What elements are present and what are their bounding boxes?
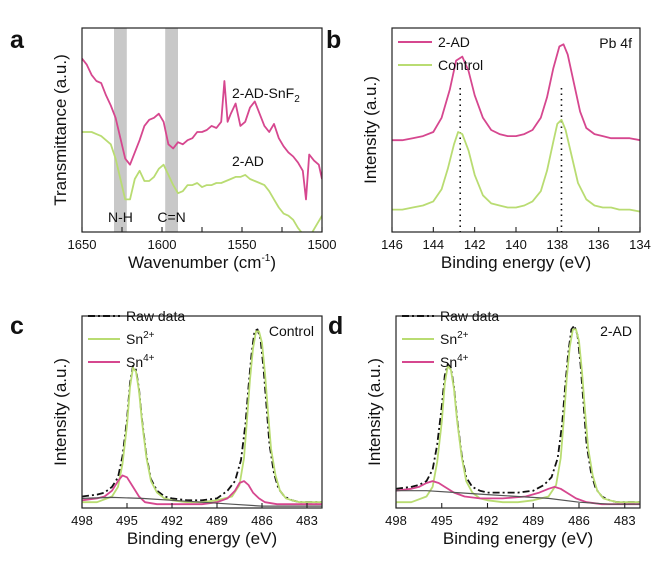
series-line-sn (396, 480, 640, 506)
x-tick-label: 483 (296, 513, 318, 528)
panel-letter: d (328, 312, 343, 340)
legend-entry-text: Sn (126, 354, 143, 370)
panel-letter: a (10, 26, 25, 54)
panel-c: c 498 495 492 489 486 483 Binding energy (eV) In… (10, 308, 323, 548)
panel-annotation: 2-AD (600, 323, 632, 339)
x-tick-label: 492 (161, 513, 183, 528)
x-tick-label: 134 (629, 237, 651, 252)
x-axis-label-text: Binding energy (eV) (127, 529, 277, 548)
x-tick-label: 138 (546, 237, 568, 252)
panel-a: a N-H C=N 1650 1600 1550 1500 Wavenumber (cm-1)… (10, 26, 336, 272)
x-axis-label-text: Binding energy (eV) (441, 253, 591, 272)
x-tick-label: 489 (522, 513, 544, 528)
x-tick-label: 140 (505, 237, 527, 252)
panel-letter: c (10, 312, 24, 340)
x-tick-label: 495 (431, 513, 453, 528)
series-line-sn (396, 328, 640, 504)
x-tick-label: 1500 (308, 237, 337, 252)
series-line-sn (82, 474, 322, 506)
x-tick-label: 486 (251, 513, 273, 528)
series-line-2-ad-snf (82, 58, 322, 201)
y-axis-label: Intensity (a.u.) (361, 76, 380, 184)
x-axis-label-sup: -1 (261, 253, 270, 264)
x-tick-label: 142 (464, 237, 486, 252)
legend-entry-sup: 4+ (143, 353, 155, 364)
series-line-control (392, 118, 640, 213)
y-axis-label: Transmittance (a.u.) (51, 54, 70, 205)
background-line (82, 496, 322, 507)
legend-entry: Control (438, 57, 483, 73)
series-group (82, 58, 322, 232)
legend-entry: Raw data (440, 308, 499, 324)
y-axis-label: Intensity (a.u.) (365, 358, 384, 466)
legend-entry: 2-AD (438, 34, 470, 50)
series-label-sub: 2 (294, 94, 300, 105)
x-axis-label-close: ) (270, 253, 276, 272)
y-axis-label: Intensity (a.u.) (51, 358, 70, 466)
x-tick-label: 498 (71, 513, 93, 528)
legend-entry-text: Sn (440, 354, 457, 370)
band-label: C=N (157, 209, 185, 225)
shaded-band (165, 28, 178, 232)
x-tick-label: 495 (116, 513, 138, 528)
x-tick-label: 498 (385, 513, 407, 528)
background-line (396, 490, 640, 505)
legend-entry-sup: 4+ (457, 353, 469, 364)
legend-entry: Sn2+ (440, 330, 469, 347)
legend-entry-sup: 2+ (457, 330, 469, 341)
x-axis-label: Binding energy (eV) (443, 529, 593, 548)
x-tick-label: 489 (206, 513, 228, 528)
panel-annotation: Control (269, 323, 314, 339)
legend-entry-text: Raw data (440, 308, 499, 324)
panel-d: d 498 495 492 489 486 483 Binding energy (eV) In… (328, 308, 641, 548)
series-line-raw-data (396, 324, 640, 504)
plot-frame (391, 27, 641, 233)
panel-letter: b (326, 26, 341, 54)
legend-entry: Sn2+ (126, 330, 155, 347)
x-tick-label: 492 (477, 513, 499, 528)
band-label: N-H (108, 209, 133, 225)
series-line-2-ad (392, 43, 640, 142)
shaded-band (114, 28, 127, 232)
legend-entry-sup: 2+ (143, 330, 155, 341)
legend-entry-text: Raw data (126, 308, 185, 324)
series-line-2-ad (82, 131, 322, 232)
plot-frame (81, 315, 323, 509)
x-tick-label: 144 (422, 237, 444, 252)
plot-frame (395, 315, 641, 509)
panel-b: b 146 144 142 140 138 136 134 Binding energy (eV… (326, 26, 651, 272)
x-tick-label: 1550 (228, 237, 257, 252)
series-line-raw-data (82, 328, 322, 504)
x-tick-label: 1650 (68, 237, 97, 252)
series-line-sn (82, 330, 322, 504)
legend-entry: Raw data (126, 308, 185, 324)
legend-entry-text: Sn (126, 331, 143, 347)
x-tick-label: 483 (614, 513, 636, 528)
x-tick-label: 486 (568, 513, 590, 528)
x-tick-label: 1600 (148, 237, 177, 252)
series-label-2-ad-snf2: 2-AD-SnF2 (232, 85, 300, 105)
series-group (396, 324, 640, 506)
x-axis-label: Binding energy (eV) (127, 529, 277, 548)
x-tick-label: 136 (588, 237, 610, 252)
x-tick-label: 146 (381, 237, 403, 252)
series-group (82, 328, 322, 507)
series-label-text: 2-AD-SnF (232, 85, 294, 101)
series-group (392, 43, 640, 213)
series-label-2-ad: 2-AD (232, 153, 264, 169)
x-axis-label: Wavenumber (cm-1) (128, 253, 276, 272)
panel-annotation: Pb 4f (599, 35, 632, 51)
legend-entry: Sn4+ (126, 353, 155, 370)
x-axis-label-text: Wavenumber (cm (128, 253, 262, 272)
legend-entry: Sn4+ (440, 353, 469, 370)
x-axis-label-text: Binding energy (eV) (443, 529, 593, 548)
x-axis-label: Binding energy (eV) (441, 253, 591, 272)
legend-entry-text: Sn (440, 331, 457, 347)
